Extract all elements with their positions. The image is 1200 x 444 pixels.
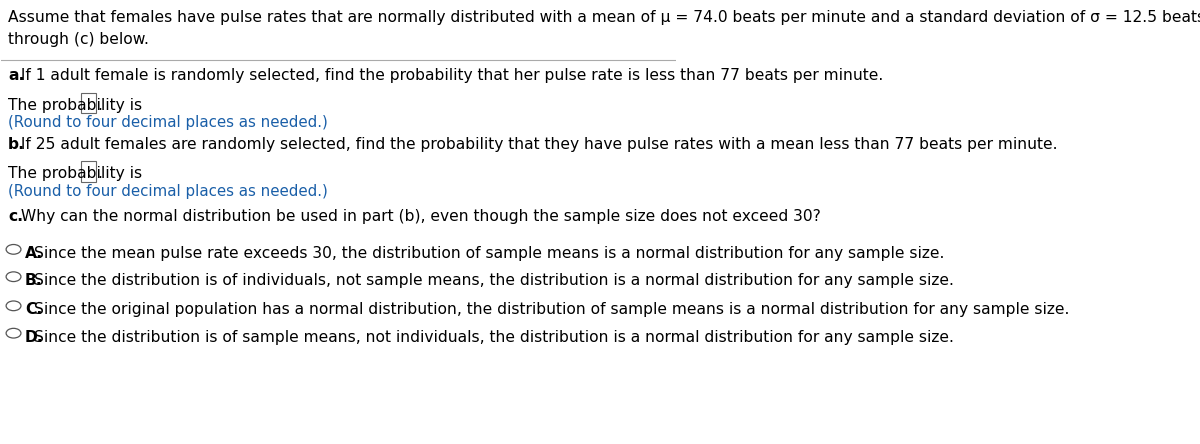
Text: The probability is: The probability is (8, 166, 148, 182)
Text: (Round to four decimal places as needed.): (Round to four decimal places as needed.… (8, 115, 328, 130)
Text: A.: A. (25, 246, 43, 261)
Text: Since the distribution is of sample means, not individuals, the distribution is : Since the distribution is of sample mean… (35, 329, 954, 345)
Text: a.: a. (8, 68, 25, 83)
Text: .: . (97, 98, 102, 113)
Text: Why can the normal distribution be used in part (b), even though the sample size: Why can the normal distribution be used … (17, 209, 821, 224)
Text: Since the mean pulse rate exceeds 30, the distribution of sample means is a norm: Since the mean pulse rate exceeds 30, th… (35, 246, 944, 261)
Text: If 1 adult female is randomly selected, find the probability that her pulse rate: If 1 adult female is randomly selected, … (17, 68, 883, 83)
Text: If 25 adult females are randomly selected, find the probability that they have p: If 25 adult females are randomly selecte… (17, 137, 1057, 152)
Text: Since the distribution is of individuals, not sample means, the distribution is : Since the distribution is of individuals… (35, 273, 954, 288)
Text: The probability is: The probability is (8, 98, 148, 113)
Text: c.: c. (8, 209, 23, 224)
FancyBboxPatch shape (80, 92, 96, 113)
Text: Since the original population has a normal distribution, the distribution of sam: Since the original population has a norm… (35, 302, 1070, 317)
Text: through (c) below.: through (c) below. (8, 32, 149, 47)
Text: B.: B. (25, 273, 43, 288)
Text: C.: C. (25, 302, 42, 317)
Text: b.: b. (8, 137, 25, 152)
Text: .: . (97, 166, 102, 182)
FancyBboxPatch shape (80, 161, 96, 182)
Text: (Round to four decimal places as needed.): (Round to four decimal places as needed.… (8, 184, 328, 199)
Text: Assume that females have pulse rates that are normally distributed with a mean o: Assume that females have pulse rates tha… (8, 10, 1200, 25)
Text: D.: D. (25, 329, 43, 345)
